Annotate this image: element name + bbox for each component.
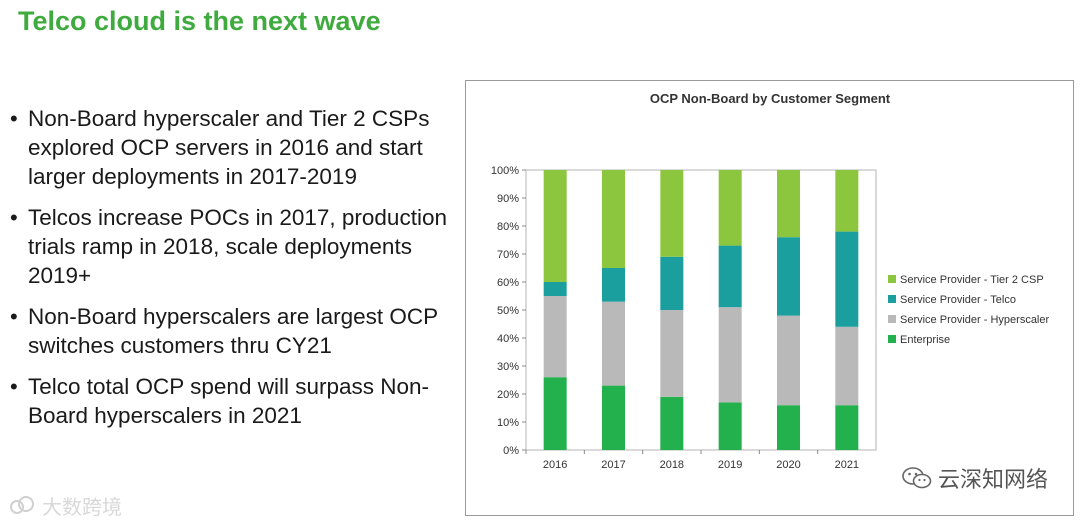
x-tick-label: 2017 (601, 459, 625, 471)
bullet-list: • Non-Board hyperscaler and Tier 2 CSPs … (8, 104, 448, 442)
plot-area: 0% 10% 20% 30% 40% 50% 60% 70% 80% 90% 100% 2016 201… (491, 165, 877, 471)
bar-segment (543, 170, 567, 282)
bar-segment (718, 245, 742, 308)
y-tick-label: 60% (497, 277, 519, 289)
bar-segment (660, 170, 684, 257)
legend-label: Service Provider - Telco (900, 294, 1016, 306)
bar-segment (718, 307, 742, 403)
y-tick-label: 80% (497, 221, 519, 233)
bar-segment (602, 385, 625, 450)
bar-segment (602, 170, 625, 268)
bullet-item: • Telcos increase POCs in 2017, producti… (8, 203, 448, 290)
bar-segment (602, 301, 625, 386)
legend-label: Service Provider - Hyperscaler (900, 314, 1049, 326)
slide-title: Telco cloud is the next wave (18, 6, 381, 36)
bullet-item: • Non-Board hyperscalers are largest OCP… (8, 302, 448, 360)
legend-label: Service Provider - Tier 2 CSP (900, 274, 1044, 286)
bar-segment (602, 268, 625, 302)
watermark-right-text: 云深知网络 (937, 468, 1048, 493)
bar-segment (543, 282, 567, 296)
y-tick-label: 70% (497, 249, 519, 261)
bullet-dot-icon: • (10, 205, 18, 230)
watermark-left-text: 大数跨境 (42, 495, 122, 519)
x-tick-label: 2016 (543, 459, 567, 471)
bar-segment (777, 405, 800, 450)
bullet-dot-icon: • (10, 374, 18, 399)
chart-frame: OCP Non-Board by Customer Segment 0% 10% 2… (465, 80, 1074, 516)
bar-segment (777, 170, 800, 238)
legend-swatch (888, 315, 896, 323)
bullet-item: • Telco total OCP spend will surpass Non… (8, 372, 448, 430)
y-tick-label: 10% (497, 417, 519, 429)
bar-segment (835, 231, 859, 327)
x-tick-label: 2018 (660, 459, 684, 471)
chart-legend: Service Provider - Tier 2 CSP Service Pro… (888, 274, 1049, 346)
bar-segment (660, 310, 684, 397)
bullet-text: Non-Board hyperscalers are largest OCP s… (28, 304, 438, 358)
watermark-right: 云深知网络 (902, 462, 1048, 494)
legend-swatch (888, 295, 896, 303)
bullet-text: Telcos increase POCs in 2017, production… (28, 205, 447, 288)
y-tick-label: 40% (497, 333, 519, 345)
x-tick-label: 2021 (835, 459, 859, 471)
bar-segment (718, 170, 742, 246)
legend-swatch (888, 335, 896, 343)
bullet-item: • Non-Board hyperscaler and Tier 2 CSPs … (8, 104, 448, 191)
bullet-dot-icon: • (10, 304, 18, 329)
bullet-text: Non-Board hyperscaler and Tier 2 CSPs ex… (28, 106, 430, 189)
y-tick-label: 90% (497, 193, 519, 205)
x-tick-label: 2020 (776, 459, 800, 471)
y-tick-label: 100% (491, 165, 519, 177)
stacked-bar-chart: OCP Non-Board by Customer Segment 0% 10% 2… (491, 91, 1050, 471)
bar-segment (718, 402, 742, 450)
chart-title: OCP Non-Board by Customer Segment (650, 91, 891, 106)
bar-segment (835, 170, 859, 232)
cloud-logo-icon (8, 495, 38, 517)
legend-swatch (888, 275, 896, 283)
bullet-text: Telco total OCP spend will surpass Non-B… (28, 374, 430, 428)
bar-segment (543, 377, 567, 450)
bullet-dot-icon: • (10, 106, 18, 131)
x-tick-label: 2019 (718, 459, 742, 471)
plot-border (525, 169, 877, 451)
bar-segment (660, 396, 684, 450)
bar-segment (777, 315, 800, 406)
bar-segment (543, 296, 567, 378)
watermark-left: 大数跨境 (8, 491, 122, 520)
y-tick-label: 20% (497, 389, 519, 401)
bar-segment (835, 405, 859, 450)
y-tick-label: 50% (497, 305, 519, 317)
bar-segment (777, 237, 800, 316)
wechat-icon (902, 467, 932, 489)
y-tick-label: 30% (497, 361, 519, 373)
legend-label: Enterprise (900, 334, 950, 346)
y-tick-label: 0% (503, 445, 519, 457)
bar-segment (660, 256, 684, 310)
bar-segment (835, 326, 859, 406)
